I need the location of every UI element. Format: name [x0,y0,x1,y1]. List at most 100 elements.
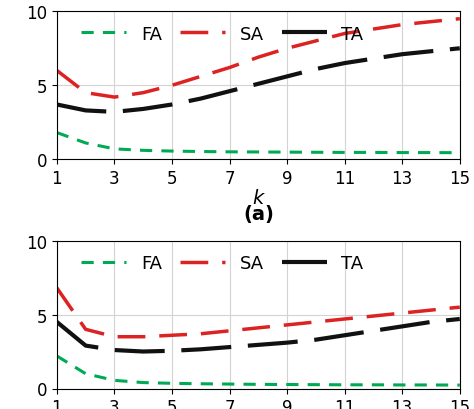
TA [227,345,232,350]
TA [457,317,463,321]
SA [140,335,146,339]
Legend: FA, SA, TA: FA, SA, TA [74,18,371,51]
SA [457,305,463,310]
SA [313,320,319,325]
FA [198,381,204,386]
TA [400,53,405,58]
SA [83,327,89,332]
SA [111,335,117,339]
FA [83,141,89,146]
TA [284,340,290,345]
FA [457,151,463,156]
TA [198,347,204,352]
SA [198,75,204,80]
FA [227,150,232,155]
Line: FA: FA [57,133,460,153]
SA [169,333,175,338]
Line: TA: TA [57,49,460,112]
TA [255,82,261,87]
SA [227,328,232,333]
SA [198,332,204,337]
SA [342,317,347,321]
FA [342,382,347,387]
SA [255,56,261,61]
FA [428,382,434,387]
Line: TA: TA [57,319,460,352]
SA [83,91,89,96]
TA [169,103,175,108]
SA [313,39,319,44]
FA [111,147,117,152]
SA [342,32,347,37]
SA [111,95,117,100]
TA [428,49,434,54]
FA [255,150,261,155]
FA [169,381,175,386]
X-axis label: k: k [253,189,264,208]
SA [371,314,376,319]
TA [198,97,204,102]
TA [111,110,117,115]
FA [313,382,319,387]
TA [169,348,175,353]
TA [111,348,117,353]
Line: FA: FA [57,356,460,385]
FA [284,150,290,155]
Line: SA: SA [57,20,460,98]
SA [227,66,232,71]
TA [457,47,463,52]
TA [342,333,347,338]
TA [54,320,60,325]
FA [457,383,463,388]
SA [54,286,60,291]
FA [428,151,434,156]
FA [227,382,232,387]
Line: SA: SA [57,288,460,337]
FA [400,382,405,387]
TA [400,324,405,329]
TA [371,328,376,333]
SA [169,83,175,88]
TA [255,343,261,348]
FA [371,382,376,387]
SA [284,323,290,328]
FA [111,378,117,383]
SA [400,311,405,316]
FA [255,382,261,387]
TA [313,337,319,342]
TA [428,320,434,325]
TA [371,57,376,62]
SA [54,69,60,74]
FA [342,151,347,155]
TA [83,109,89,114]
FA [140,148,146,153]
Legend: FA, SA, TA: FA, SA, TA [74,247,371,279]
TA [227,90,232,94]
FA [400,151,405,156]
TA [313,67,319,72]
FA [140,380,146,385]
Text: (a): (a) [243,204,274,223]
FA [198,150,204,155]
TA [342,61,347,66]
SA [457,17,463,22]
SA [140,91,146,96]
TA [140,349,146,354]
TA [140,107,146,112]
SA [371,27,376,32]
TA [54,103,60,108]
FA [169,149,175,154]
SA [255,326,261,330]
SA [400,23,405,28]
TA [284,75,290,80]
TA [83,343,89,348]
FA [54,131,60,136]
FA [83,371,89,376]
SA [428,20,434,25]
FA [54,354,60,359]
FA [284,382,290,387]
SA [284,47,290,52]
SA [428,308,434,313]
FA [313,151,319,155]
FA [371,151,376,155]
